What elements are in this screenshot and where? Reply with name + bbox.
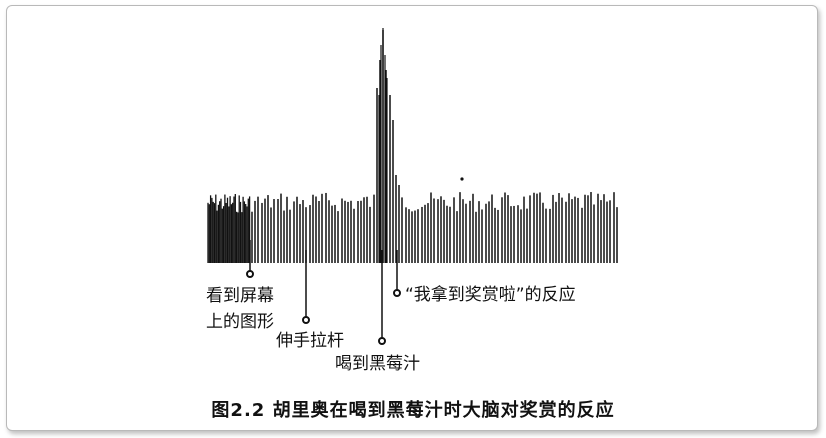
lever-marker-dot (302, 316, 310, 324)
reward-label: “我拿到奖赏啦”的反应 (405, 285, 576, 305)
screen-image-label-line2: 上的图形 (206, 312, 274, 332)
juice-marker-dot (378, 337, 386, 345)
stray-dot (460, 177, 464, 181)
screen-image-marker-dot (246, 270, 254, 278)
figure-caption: 图2.2 胡里奥在喝到黑莓汁时大脑对奖赏的反应 (211, 400, 615, 421)
juice-label: 喝到黑莓汁 (335, 354, 420, 374)
reward-marker-dot (393, 289, 401, 297)
screen-image-label-line1: 看到屏幕 (206, 286, 274, 306)
lever-label: 伸手拉杆 (276, 331, 344, 351)
